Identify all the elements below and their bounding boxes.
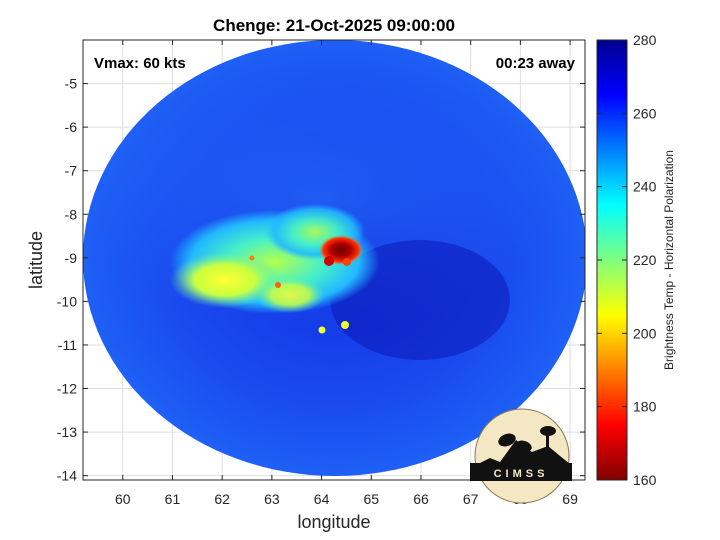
- y-tick-label: -13: [57, 424, 77, 440]
- y-tick-label: -7: [65, 163, 78, 179]
- x-tick-label: 62: [214, 491, 230, 507]
- colorbar-tick-label: 180: [633, 399, 657, 415]
- y-axis-label: latitude: [26, 231, 46, 289]
- colorbar-tick-label: 160: [633, 472, 657, 488]
- brightness-temp-swath: [83, 40, 585, 476]
- chart-title: Chenge: 21-Oct-2025 09:00:00: [213, 16, 455, 35]
- x-tick-label: 65: [363, 491, 379, 507]
- colorbar: 280 260 240 220 200 180 160 Brightness Temp - …: [596, 32, 676, 488]
- colorbar-tick-label: 280: [633, 32, 657, 48]
- x-axis-ticks: 60616263646566676869: [115, 40, 578, 507]
- convective-cell-3: [275, 282, 281, 288]
- x-tick-label: 60: [115, 491, 131, 507]
- convective-cell-6: [318, 326, 326, 334]
- colorbar-label: Brightness Temp - Horizontal Polarizatio…: [662, 150, 676, 370]
- y-tick-label: -5: [65, 76, 78, 92]
- y-tick-label: -6: [65, 119, 78, 135]
- colorbar-tick-label: 240: [633, 179, 657, 195]
- x-tick-label: 66: [413, 491, 429, 507]
- cimss-logo: CIMSS: [470, 408, 572, 504]
- y-axis-ticks: -5 -6 -7 -8 -9 -10 -11 -12 -13 -14: [57, 76, 585, 484]
- x-tick-label: 61: [165, 491, 181, 507]
- convective-cell-5: [341, 321, 349, 329]
- y-tick-label: -11: [58, 337, 77, 353]
- x-tick-label: 64: [314, 491, 330, 507]
- x-tick-label: 63: [264, 491, 280, 507]
- y-tick-label: -12: [57, 381, 77, 397]
- convective-cell-2: [343, 258, 351, 266]
- colorbar-tick-label: 220: [633, 252, 657, 268]
- convective-cell-4: [249, 255, 255, 261]
- y-tick-label: -9: [65, 250, 78, 266]
- colorbar-tick-label: 260: [633, 105, 657, 121]
- y-tick-label: -8: [65, 206, 78, 222]
- time-offset-annotation: 00:23 away: [496, 55, 576, 72]
- x-tick-label: 67: [463, 491, 479, 507]
- convective-cell-1: [324, 256, 334, 266]
- logo-text: CIMSS: [494, 468, 549, 480]
- x-tick-label: 69: [562, 491, 578, 507]
- colorbar-tick-label: 200: [633, 325, 657, 341]
- plot-frame: [82, 39, 586, 481]
- y-tick-label: -14: [57, 468, 77, 484]
- y-tick-label: -10: [57, 293, 77, 309]
- vmax-annotation: Vmax: 60 kts: [94, 55, 186, 72]
- spiral-band-yellow-2: [255, 277, 325, 313]
- colorbar-ticks: 280 260 240 220 200 180 160: [597, 32, 657, 488]
- x-axis-label: longitude: [297, 512, 370, 532]
- spiral-band-yellow: [170, 252, 280, 308]
